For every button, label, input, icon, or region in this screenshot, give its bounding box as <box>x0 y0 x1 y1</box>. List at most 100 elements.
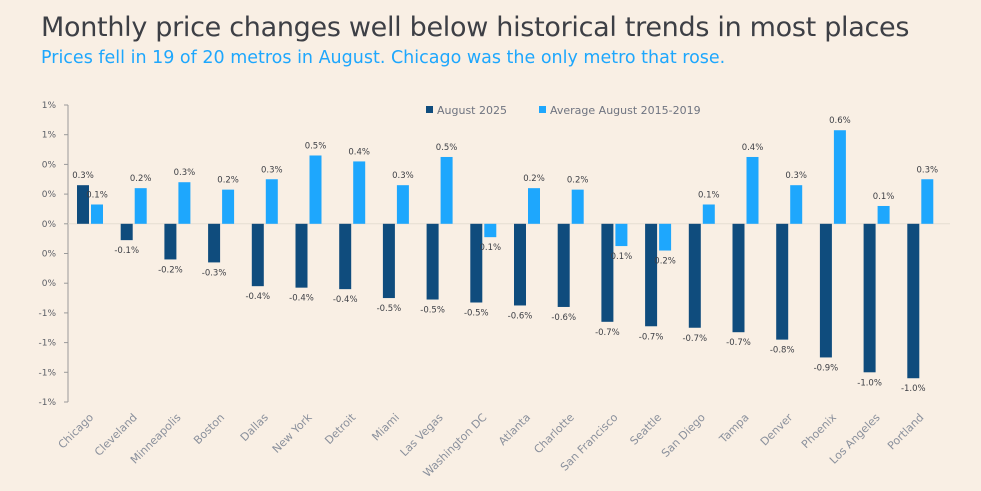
data-label: -0.9% <box>814 363 839 373</box>
data-label: -0.7% <box>726 338 751 348</box>
bar-average-august <box>877 205 890 224</box>
data-label: 0.2% <box>567 176 589 186</box>
data-label: -0.6% <box>508 311 533 321</box>
bar-average-august <box>309 155 322 224</box>
data-label: 0.1% <box>873 192 895 202</box>
legend-label: August 2025 <box>437 104 507 117</box>
bar-august-2025 <box>863 223 876 373</box>
data-label: 0.4% <box>348 147 370 157</box>
y-tick-label: -1% <box>38 398 56 408</box>
bar-august-2025 <box>776 223 789 340</box>
bar-average-august <box>833 130 846 224</box>
data-label: -0.5% <box>377 304 402 314</box>
bar-average-august <box>746 156 759 224</box>
bar-august-2025 <box>688 223 701 328</box>
data-label: -0.2% <box>158 265 183 275</box>
y-tick-label: -1% <box>38 339 56 349</box>
bar-august-2025 <box>732 223 745 333</box>
bar-august-2025 <box>470 223 483 303</box>
bar-average-august <box>222 189 235 224</box>
category-label: Boston <box>191 411 227 447</box>
category-label: Denver <box>758 411 796 449</box>
bar-average-august <box>353 161 366 224</box>
category-label: Portland <box>885 411 926 452</box>
category-label: Dallas <box>238 411 271 444</box>
data-label: -0.5% <box>420 306 445 316</box>
bar-august-2025 <box>339 223 352 290</box>
category-label: Miami <box>369 411 402 444</box>
bar-average-august <box>571 189 584 224</box>
bar-average-august <box>440 156 453 224</box>
bar-average-august <box>134 188 147 224</box>
category-label: Seattle <box>627 411 664 448</box>
data-label: -0.1% <box>114 246 139 256</box>
data-label: 0.2% <box>130 174 152 184</box>
category-label: Detroit <box>322 410 358 446</box>
data-label: -0.3% <box>202 268 227 278</box>
data-label: 0.6% <box>829 116 851 126</box>
data-label: -0.7% <box>595 328 620 338</box>
legend-swatch <box>426 106 433 113</box>
data-label: -0.6% <box>551 313 576 323</box>
bar-average-august <box>396 185 409 224</box>
data-label: 0.2% <box>523 174 545 184</box>
y-tick-label: 1% <box>42 101 57 111</box>
bar-average-august <box>921 179 934 224</box>
bar-average-august <box>178 182 191 224</box>
data-label: -0.8% <box>770 346 795 356</box>
bar-average-august <box>615 223 628 247</box>
data-label: 0.2% <box>654 257 676 267</box>
chart-subtitle: Prices fell in 19 of 20 metros in August… <box>41 48 726 68</box>
legend-label: Average August 2015-2019 <box>550 104 701 117</box>
category-label: Atlanta <box>496 411 533 448</box>
bar-august-2025 <box>77 185 89 224</box>
category-label: New York <box>270 410 315 455</box>
category-label: San Diego <box>659 411 708 460</box>
bar-august-2025 <box>514 223 526 306</box>
category-label: Chicago <box>56 411 97 452</box>
data-label: 0.3% <box>392 171 414 181</box>
y-tick-label: 0% <box>42 190 57 200</box>
bar-average-august <box>528 188 540 224</box>
y-tick-label: 0% <box>42 160 57 170</box>
bar-average-august <box>702 204 715 224</box>
chart-title: Monthly price changes well below histori… <box>41 12 910 43</box>
bar-august-2025 <box>601 223 614 322</box>
data-label: 0.1% <box>479 243 501 253</box>
data-label: 0.1% <box>698 190 720 200</box>
bar-august-2025 <box>907 223 920 379</box>
y-tick-label: 0% <box>42 279 57 289</box>
data-label: 0.2% <box>217 176 239 186</box>
bar-august-2025 <box>208 223 221 263</box>
legend-swatch <box>539 106 546 113</box>
y-tick-label: 0% <box>42 250 57 260</box>
data-label: -0.5% <box>464 309 489 319</box>
bar-august-2025 <box>164 223 177 260</box>
category-label: Tampa <box>716 411 751 446</box>
data-label: -0.4% <box>333 295 358 305</box>
y-tick-label: 0% <box>42 220 57 230</box>
bar-august-2025 <box>295 223 308 288</box>
bar-average-august <box>484 223 497 238</box>
y-tick-label: -1% <box>38 368 56 378</box>
y-tick-label: 1% <box>42 131 57 141</box>
bar-august-2025 <box>251 223 264 287</box>
bar-average-august <box>265 179 278 224</box>
bar-august-2025 <box>557 223 570 307</box>
bar-august-2025 <box>819 223 832 358</box>
data-label: -1.0% <box>901 384 926 394</box>
data-label: 0.3% <box>785 171 807 181</box>
data-label: -0.4% <box>289 294 314 304</box>
data-label: 0.3% <box>72 171 94 181</box>
bar-august-2025 <box>645 223 658 327</box>
data-label: -0.7% <box>639 332 664 342</box>
bar-august-2025 <box>382 223 395 299</box>
data-label: 0.5% <box>305 141 327 151</box>
data-label: 0.3% <box>261 165 283 175</box>
data-label: 0.3% <box>174 168 196 178</box>
category-label: Phoenix <box>799 411 839 451</box>
data-label: 0.3% <box>916 165 938 175</box>
category-label: Charlotte <box>531 411 576 456</box>
data-label: 0.1% <box>611 252 633 262</box>
